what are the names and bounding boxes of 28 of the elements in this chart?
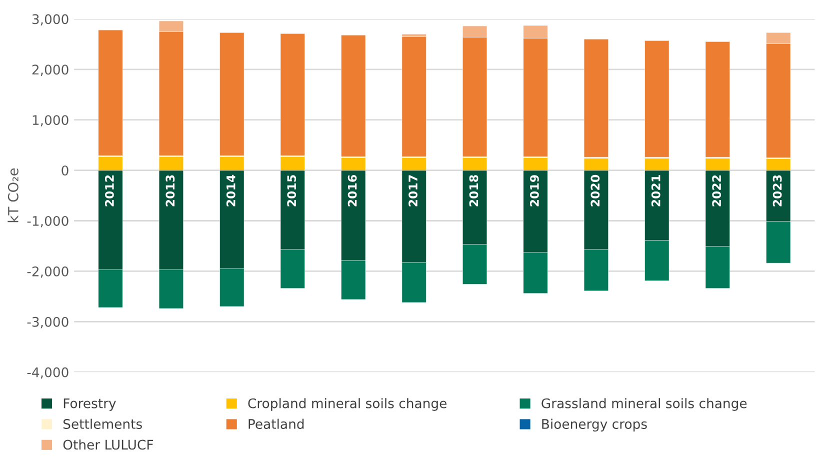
- y-tick-label: -2,000: [27, 266, 68, 278]
- y-tick-label: 3,000: [32, 14, 68, 26]
- y-tick-label: -4,000: [27, 367, 68, 379]
- x-tick-label: 2019: [530, 175, 539, 206]
- x-tick-label: 2017: [408, 175, 418, 206]
- x-tick-label: 2021: [651, 175, 660, 206]
- x-tick-label: 2023: [772, 175, 782, 206]
- x-tick-label: 2018: [469, 175, 478, 206]
- x-tick-label: 2013: [166, 175, 175, 206]
- legend-label: Bioenergy crops: [542, 418, 647, 432]
- y-tick-label: 2,000: [32, 64, 68, 76]
- x-tick-label: 2015: [287, 175, 296, 206]
- x-tick-label: 2020: [590, 174, 600, 206]
- x-tick-label: 2014: [226, 174, 236, 206]
- legend-label: Grassland mineral soils change: [542, 398, 747, 411]
- legend-label: Forestry: [64, 398, 116, 411]
- legend-label: Other LULUCF: [63, 439, 154, 450]
- x-tick-label: 2016: [348, 174, 357, 206]
- y-tick-label: 1,000: [32, 115, 68, 126]
- y-axis-title: kT CO₂e: [8, 168, 18, 222]
- x-tick-label: 2012: [104, 175, 114, 206]
- y-tick-label: -1,000: [27, 216, 68, 228]
- y-tick-label: -3,000: [27, 316, 68, 328]
- legend-label: Settlements: [63, 418, 142, 429]
- legend-label: Peatland: [248, 418, 304, 429]
- legend-label: Cropland mineral soils change: [248, 398, 446, 411]
- y-tick-label: 0: [62, 166, 68, 176]
- x-tick-label: 2022: [712, 175, 722, 206]
